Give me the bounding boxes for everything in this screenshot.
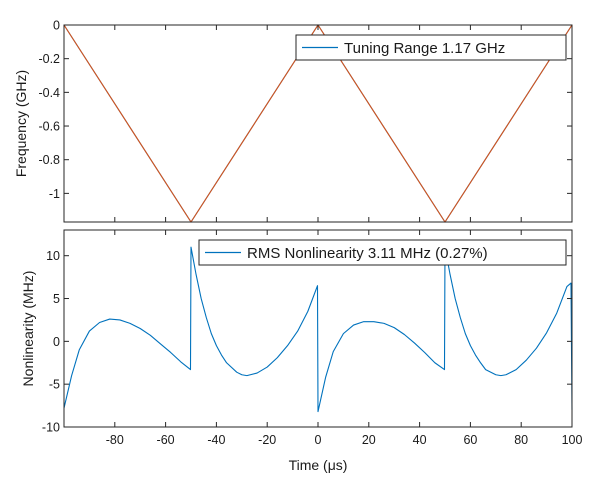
nonlinearity-legend-label: RMS Nonlinearity 3.11 MHz (0.27%) — [247, 245, 488, 262]
nonlinearity-panel: -10 -5 0 5 10 -80 -60 -40 -20 0 20 40 60 80 100 Nonli… — [20, 229, 583, 473]
frequency-y-axis-label: Frequency (GHz) — [13, 70, 29, 177]
frequency-y-ticks: 0 -0.2 -0.4 -0.6 -0.8 -1 — [38, 19, 573, 222]
nonlinearity-series — [63, 246, 573, 413]
x-tick-label: -80 — [106, 433, 124, 447]
top-y-tick-label: -0.6 — [38, 120, 60, 134]
frequency-legend-label: Tuning Range 1.17 GHz — [344, 40, 505, 57]
x-tick-label: 20 — [362, 433, 376, 447]
x-tick-label: -40 — [207, 433, 225, 447]
nonlinearity-x-ticks: -80 -60 -40 -20 0 20 40 60 80 100 — [106, 230, 583, 447]
bot-y-tick-label: 10 — [46, 249, 60, 263]
bot-y-tick-label: -10 — [42, 421, 60, 435]
nonlinearity-series-line-0 — [63, 246, 573, 413]
x-tick-label: 80 — [514, 433, 528, 447]
bot-y-tick-label: 0 — [53, 335, 60, 349]
frequency-legend-box — [295, 34, 567, 61]
x-tick-label: 0 — [315, 433, 322, 447]
top-y-tick-label: 0 — [53, 19, 60, 33]
frequency-panel: 0 -0.2 -0.4 -0.6 -0.8 -1 Frequency (GHz) Tuni… — [13, 19, 573, 223]
top-y-tick-label: -1 — [49, 187, 60, 201]
time-x-axis-label: Time (μs) — [289, 457, 348, 473]
top-y-tick-label: -0.8 — [38, 153, 60, 167]
nonlinearity-axes-frame — [63, 229, 573, 428]
top-y-tick-label: -0.2 — [38, 52, 60, 66]
x-tick-label: -20 — [258, 433, 276, 447]
bot-y-tick-label: 5 — [53, 292, 60, 306]
x-tick-label: 60 — [463, 433, 477, 447]
x-tick-label: 40 — [413, 433, 427, 447]
frequency-axes-frame — [63, 24, 573, 223]
x-tick-label: 100 — [562, 433, 583, 447]
top-y-tick-label: -0.4 — [38, 86, 60, 100]
bot-y-tick-label: -5 — [49, 378, 60, 392]
frequency-legend: Tuning Range 1.17 GHz — [295, 34, 567, 61]
nonlinearity-y-ticks: -10 -5 0 5 10 — [42, 249, 572, 435]
nonlinearity-legend: RMS Nonlinearity 3.11 MHz (0.27%) — [198, 239, 567, 266]
nonlinearity-y-axis-label: Nonlinearity (MHz) — [20, 271, 36, 387]
nonlinearity-legend-box — [198, 239, 567, 266]
x-tick-label: -60 — [157, 433, 175, 447]
